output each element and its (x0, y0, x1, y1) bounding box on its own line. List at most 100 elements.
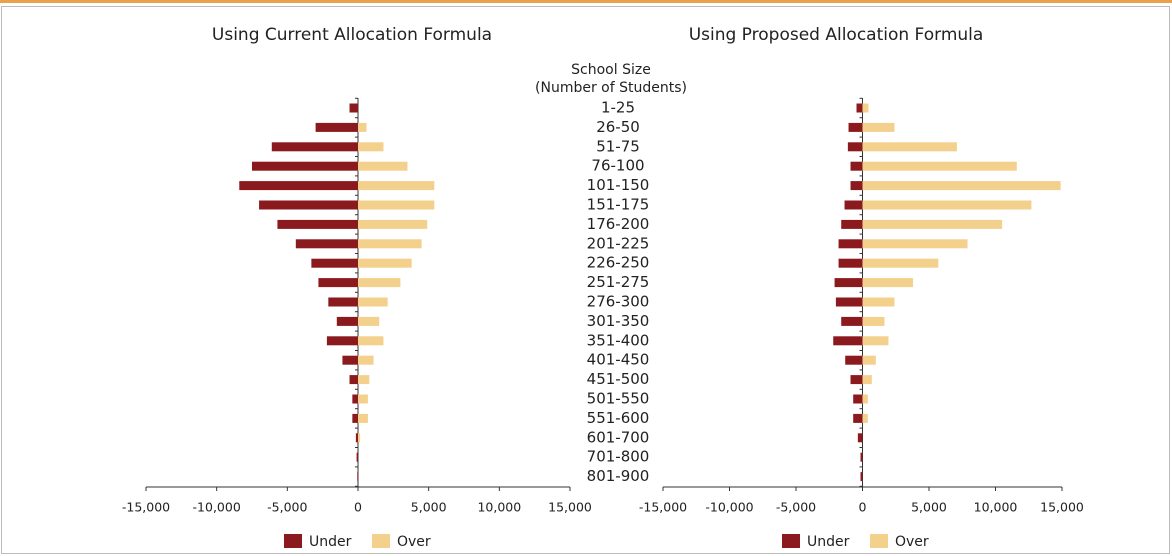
bar (848, 122, 863, 132)
legend-label: Over (397, 534, 431, 550)
bar (252, 161, 358, 171)
top-rule (0, 0, 1172, 3)
bar (239, 181, 358, 191)
bar (862, 200, 1032, 210)
bar (349, 103, 358, 113)
bar (834, 278, 863, 288)
bar (860, 452, 863, 462)
bar (857, 433, 863, 443)
bar (358, 161, 408, 171)
bar (358, 297, 388, 307)
bar (358, 142, 384, 152)
bar (853, 394, 863, 404)
legend-swatch (870, 534, 888, 548)
bar (845, 355, 863, 365)
bar (358, 375, 370, 385)
legend-label: Over (895, 534, 929, 550)
x-tick-label: 5,000 (911, 500, 947, 515)
bar (358, 394, 368, 404)
category-label: 51-75 (596, 137, 640, 155)
bar (358, 316, 380, 326)
bar (862, 355, 876, 365)
bar (358, 433, 361, 443)
bar (358, 239, 422, 249)
bar (318, 278, 358, 288)
bar (860, 472, 863, 482)
category-label: 251-275 (587, 273, 650, 291)
bar (841, 219, 863, 229)
category-label: 801-900 (587, 467, 650, 485)
bar (835, 297, 863, 307)
bar (862, 375, 872, 385)
category-label: 1-25 (601, 99, 635, 117)
x-tick-label: -5,000 (267, 500, 307, 515)
legend-label: Under (309, 534, 352, 550)
x-tick-label: 0 (354, 500, 362, 515)
category-label: 601-700 (587, 428, 650, 446)
bar (355, 433, 358, 443)
category-label: 226-250 (587, 254, 650, 272)
x-tick-label: -10,000 (193, 500, 241, 515)
category-label: 76-100 (591, 157, 644, 175)
category-label: 201-225 (587, 234, 650, 252)
bar (349, 375, 358, 385)
category-label: 351-400 (587, 331, 650, 349)
bar (358, 219, 428, 229)
bar (862, 394, 868, 404)
bar (862, 181, 1061, 191)
x-tick-label: 10,000 (974, 500, 1018, 515)
bar (295, 239, 358, 249)
bar (277, 219, 358, 229)
bar (342, 355, 358, 365)
x-tick-label: 5,000 (411, 500, 447, 515)
x-tick-label: -10,000 (705, 500, 753, 515)
row-title: School Size (571, 62, 651, 78)
bar (862, 316, 885, 326)
bar (850, 161, 863, 171)
x-tick-label: -15,000 (122, 500, 170, 515)
bar (862, 219, 1003, 229)
bar (326, 336, 358, 346)
bar (841, 316, 863, 326)
bar (853, 413, 863, 423)
bar (358, 355, 374, 365)
category-label: 701-800 (587, 448, 650, 466)
bar (358, 200, 435, 210)
chart-title: Using Current Allocation Formula (212, 25, 492, 45)
bar (862, 122, 895, 132)
category-label: 151-175 (587, 196, 650, 214)
bar (271, 142, 358, 152)
x-tick-label: -5,000 (776, 500, 816, 515)
bar (850, 181, 863, 191)
bar (862, 142, 957, 152)
bar (352, 413, 358, 423)
bar (358, 278, 401, 288)
bar (358, 336, 384, 346)
bar (862, 161, 1017, 171)
bar (358, 258, 412, 268)
legend-label: Under (807, 534, 850, 550)
category-label: 401-450 (587, 351, 650, 369)
legend-swatch (782, 534, 800, 548)
category-label: 26-50 (596, 118, 640, 136)
category-label: 551-600 (587, 409, 650, 427)
bar (862, 258, 939, 268)
category-label: 101-150 (587, 176, 650, 194)
chart-title: Using Proposed Allocation Formula (689, 25, 984, 45)
x-tick-label: 15,000 (1040, 500, 1084, 515)
row-title: (Number of Students) (535, 80, 687, 96)
bar (862, 278, 914, 288)
bar (358, 122, 367, 132)
bar (358, 413, 368, 423)
bar (358, 181, 435, 191)
bar (833, 336, 863, 346)
x-tick-label: 0 (859, 500, 867, 515)
bar (844, 200, 863, 210)
category-label: 176-200 (587, 215, 650, 233)
bar (311, 258, 358, 268)
bar (850, 375, 863, 385)
bar (862, 336, 889, 346)
bar (838, 239, 863, 249)
bar (856, 103, 863, 113)
